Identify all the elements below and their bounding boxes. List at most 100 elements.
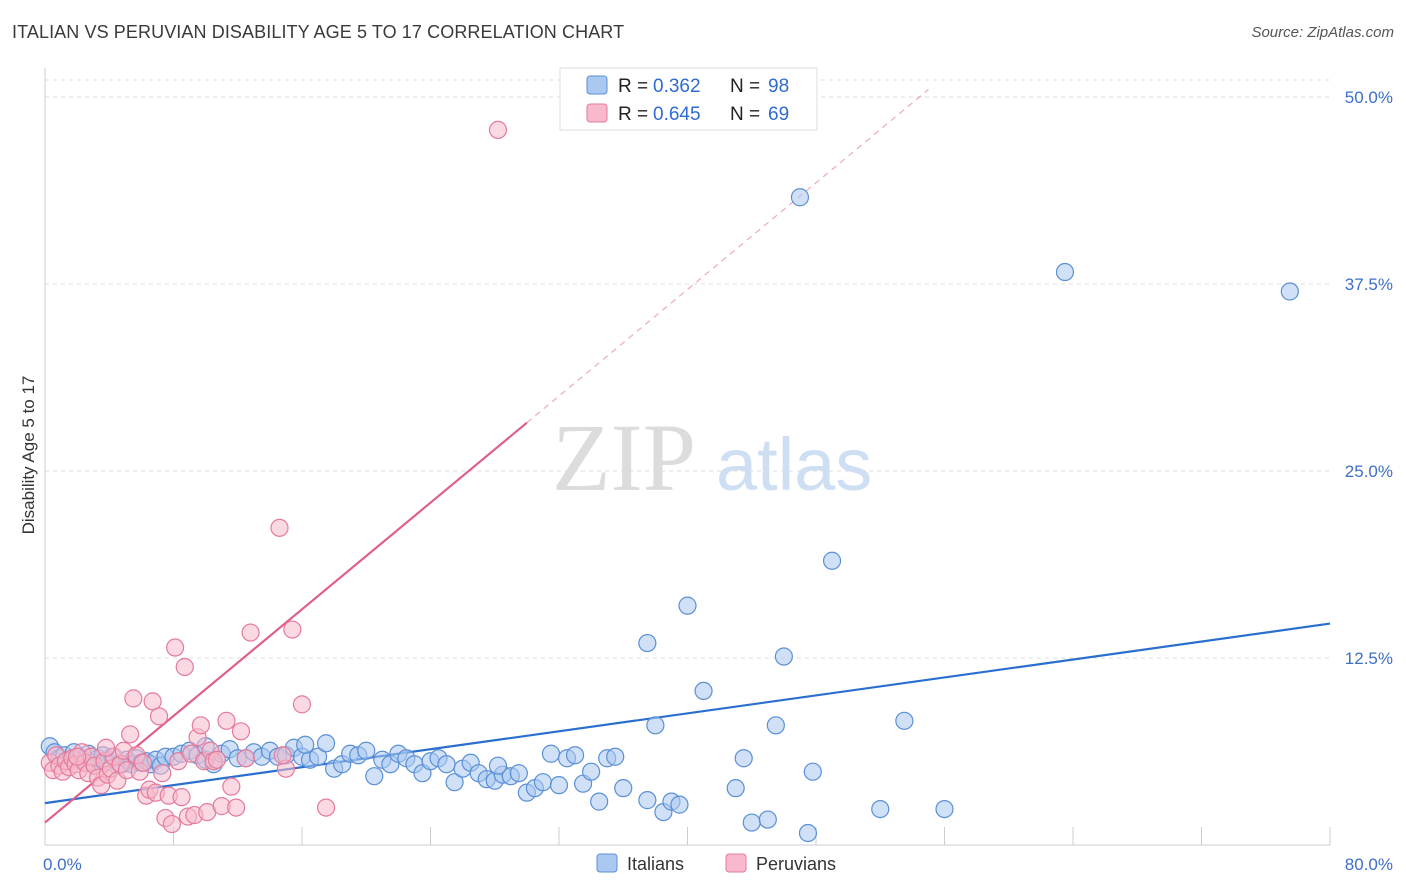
peruvians-point: [124, 689, 143, 708]
italians-point: [638, 633, 657, 653]
x-tick-label-max: 80.0%: [1345, 855, 1393, 874]
legend-n-label-italians: N =: [730, 76, 760, 97]
italians-point: [549, 776, 569, 795]
italians-point: [646, 716, 665, 735]
italians-point: [308, 747, 328, 766]
peruvians-points: [40, 120, 508, 834]
italians-point: [638, 791, 657, 810]
x-tick-label-min: 0.0%: [43, 855, 82, 874]
legend-r-value-peruvians: 0.645: [653, 104, 701, 125]
italians-point: [766, 716, 785, 735]
italians-point: [871, 799, 890, 819]
watermark-atlas: atlas: [716, 423, 872, 506]
peruvians-point: [166, 638, 185, 657]
bottom-legend-label-italians: Italians: [627, 854, 684, 874]
italians-point: [742, 813, 761, 832]
watermark-zip: ZIP: [552, 404, 696, 511]
italians-point: [437, 755, 456, 774]
italians-point: [316, 734, 336, 753]
italians-point: [822, 551, 842, 570]
legend-r-label-italians: R =: [618, 76, 648, 97]
italians-point: [678, 596, 697, 615]
legend-n-label-peruvians: N =: [730, 104, 760, 125]
peruvians-point: [68, 747, 87, 766]
italians-point: [935, 799, 954, 819]
peruvians-point: [143, 692, 162, 711]
peruvians-point: [153, 764, 172, 783]
peruvians-point: [217, 711, 236, 730]
peruvians-point: [283, 620, 302, 639]
y-tick-labels: 12.5% 25.0% 37.5% 50.0%: [1345, 88, 1393, 668]
italians-point: [614, 779, 633, 798]
legend-swatch-italians: [586, 75, 608, 95]
y-tick-label: 25.0%: [1345, 462, 1393, 481]
grid-lines: [45, 79, 1330, 659]
peruvians-point: [488, 120, 508, 140]
italians-point: [895, 711, 914, 730]
italians-point: [734, 749, 753, 768]
y-tick-label: 37.5%: [1345, 275, 1393, 294]
peruvians-point: [96, 738, 116, 757]
legend-swatch-peruvians: [586, 103, 608, 123]
italians-point: [670, 795, 689, 814]
peruvians-trend-line-extension: [526, 89, 929, 424]
peruvians-point: [175, 657, 194, 677]
data-points: [40, 120, 1299, 843]
peruvians-point: [292, 695, 312, 714]
italians-point: [590, 792, 609, 811]
italians-point: [726, 779, 745, 798]
italians-point: [533, 773, 553, 792]
bottom-legend: Italians Peruvians: [596, 853, 836, 874]
x-tick-labels: 0.0% 80.0%: [43, 855, 1393, 874]
italians-point: [1055, 262, 1075, 282]
legend-r-label-peruvians: R =: [618, 104, 648, 125]
italians-point: [798, 823, 818, 843]
chart-source: Source: ZipAtlas.com: [1251, 24, 1394, 41]
italians-point: [296, 735, 315, 754]
italians-point: [758, 810, 777, 829]
peruvians-point: [207, 750, 226, 769]
italians-points: [40, 188, 1299, 843]
legend-n-value-peruvians: 69: [768, 104, 789, 125]
italians-point: [606, 747, 625, 766]
italians-point: [1280, 282, 1299, 301]
peruvians-point: [316, 798, 336, 817]
peruvians-point: [231, 722, 251, 741]
peruvians-point: [273, 746, 292, 765]
legend: R = 0.362 N = 98 R = 0.645 N = 69: [559, 67, 818, 131]
italians-point: [541, 744, 561, 763]
italians-point: [365, 767, 384, 786]
italians-point: [565, 746, 585, 765]
watermark: ZIP atlas: [552, 404, 872, 511]
italians-point: [694, 681, 713, 701]
bottom-legend-swatch-peruvians: [725, 853, 747, 873]
legend-n-value-italians: 98: [768, 76, 789, 97]
chart-title: ITALIAN VS PERUVIAN DISABILITY AGE 5 TO …: [12, 22, 625, 42]
y-tick-label: 50.0%: [1345, 88, 1393, 107]
peruvians-point: [162, 814, 181, 834]
peruvians-point: [241, 623, 260, 642]
peruvians-point: [222, 777, 241, 796]
y-axis-title: Disability Age 5 to 17: [19, 376, 38, 535]
peruvians-point: [133, 753, 153, 772]
peruvians-point: [149, 707, 169, 726]
italians-point: [488, 756, 508, 775]
peruvians-point: [227, 798, 246, 817]
bottom-legend-label-peruvians: Peruvians: [756, 854, 836, 874]
bottom-legend-swatch-italians: [596, 853, 618, 873]
italians-point: [357, 741, 376, 760]
italians-point: [790, 188, 810, 207]
italians-point: [582, 762, 601, 781]
italians-point: [445, 773, 464, 792]
italians-point: [774, 647, 793, 666]
peruvians-point: [121, 725, 140, 744]
legend-r-value-italians: 0.362: [653, 76, 701, 97]
peruvians-point: [172, 788, 191, 807]
italians-trend-line: [44, 622, 1331, 805]
italians-point: [803, 762, 822, 781]
peruvians-point: [270, 518, 289, 537]
peruvians-point: [236, 749, 255, 768]
italians-point: [509, 764, 528, 783]
y-tick-label: 12.5%: [1345, 649, 1393, 668]
